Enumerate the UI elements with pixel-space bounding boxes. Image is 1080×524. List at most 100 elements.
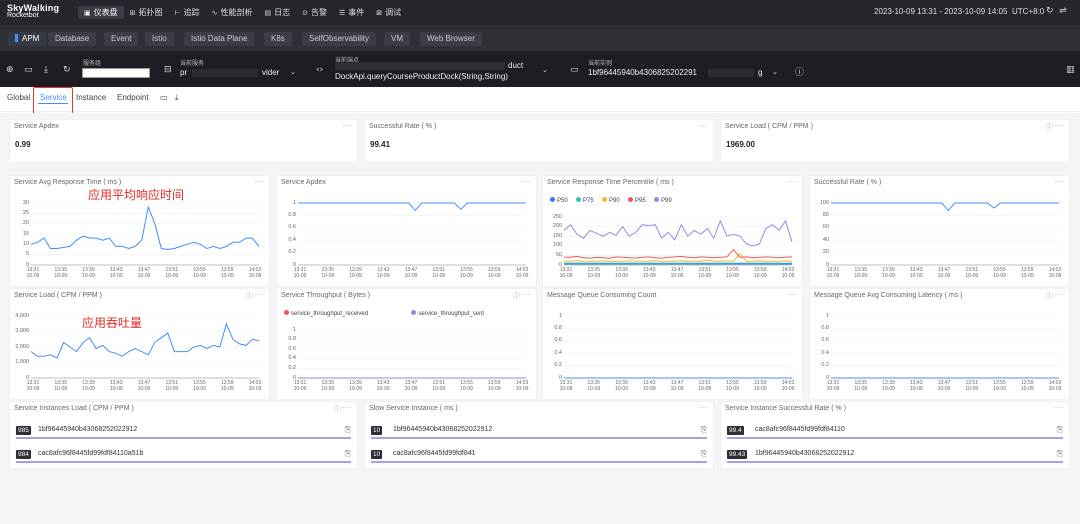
more-icon[interactable]: ··· [254, 290, 264, 299]
list-item[interactable]: 985 1bf96445940b43068252022912 ⎘ [16, 424, 351, 442]
current-instance-value[interactable]: 1bf96445940b4306825202291 [588, 68, 698, 77]
more-icon[interactable]: ··· [254, 177, 264, 186]
chevron-down-icon[interactable]: ⌄ [290, 69, 296, 76]
nav-item[interactable]: ⊢ 追踪 [169, 6, 206, 19]
clipboard-icon[interactable]: ⎘ [1056, 449, 1063, 458]
chevron-down-icon[interactable]: ⌄ [772, 69, 778, 76]
layer-tab[interactable]: Event [104, 32, 139, 46]
list-item[interactable]: 984 cac8afc96f8445fd99fdf84110a51b ⎘ [16, 448, 351, 466]
legend-label: service_throughput_received [291, 311, 369, 317]
layer-tab[interactable]: Database [48, 32, 97, 46]
panel-toggle-icon[interactable]: ▥ [1066, 65, 1075, 75]
list-item[interactable]: 99.43 1bf96445940b43068252022912 ⎘ [727, 448, 1063, 466]
current-endpoint-line2[interactable]: DockApi.queryCourseProductDock(String,St… [335, 72, 508, 81]
current-instance-suffix[interactable]: g [758, 68, 763, 77]
more-icon[interactable]: ··· [698, 403, 708, 412]
legend-item[interactable]: P75 [576, 197, 594, 204]
legend-item[interactable]: P99 [654, 197, 672, 204]
refresh-icon[interactable]: ↻ [1046, 6, 1054, 16]
legend-dot [602, 197, 607, 202]
nav-item[interactable]: ⊞ 拓扑图 [124, 6, 169, 19]
tab-service[interactable]: Service [40, 93, 67, 102]
info-icon[interactable]: ⓘ [1046, 292, 1053, 300]
more-icon[interactable]: ··· [521, 290, 531, 299]
download-icon[interactable]: ⤓ [175, 93, 179, 102]
language-icon[interactable]: ⇌ [1059, 6, 1067, 16]
layer-tab[interactable]: Istio [145, 32, 174, 46]
value-badge: 99.43 [727, 450, 748, 459]
clipboard-icon[interactable]: ⎘ [344, 449, 351, 458]
y-tick-label: 1 [558, 312, 562, 319]
x-tick-label: 13:51 10-09 [165, 380, 179, 392]
current-endpoint-line1-suffix[interactable]: duct [508, 61, 524, 70]
more-icon[interactable]: ··· [521, 177, 531, 186]
more-icon[interactable]: ··· [1054, 403, 1064, 412]
chevron-down-icon[interactable]: ⌄ [542, 67, 548, 74]
layer-tab[interactable]: Istio Data Plane [184, 32, 255, 46]
value-bar [16, 437, 351, 439]
x-tick-label: 13:47 10-09 [670, 267, 684, 279]
clipboard-icon[interactable]: ⎘ [700, 425, 707, 434]
service-group-input[interactable] [82, 68, 150, 78]
more-icon[interactable]: ··· [698, 121, 708, 130]
timezone[interactable]: UTC+8:0 [1012, 7, 1045, 16]
refresh-icon[interactable]: ↻ [63, 65, 71, 75]
legend-item[interactable]: P50 [550, 197, 568, 204]
more-icon[interactable]: ··· [787, 290, 797, 299]
more-icon[interactable]: ··· [342, 121, 352, 130]
card-title: Message Queue Avg Consuming Latency ( ms… [814, 292, 963, 299]
card-title: Successful Rate ( % ) [369, 123, 437, 130]
download-icon[interactable]: ⤓ [44, 65, 48, 75]
x-tick-label: 13:43 10-09 [109, 380, 123, 392]
info-icon[interactable]: ⓘ [1046, 123, 1053, 131]
legend-item[interactable]: P95 [628, 197, 646, 204]
current-service-suffix[interactable]: vider [262, 68, 280, 77]
legend-item[interactable]: service_throughput_sent [411, 310, 484, 317]
tab-global[interactable]: Global [7, 93, 31, 102]
list-item[interactable]: 10 1bf96445940b43068252022912 ⎘ [371, 424, 707, 442]
tab-instance[interactable]: Instance [76, 93, 107, 102]
more-icon[interactable]: ··· [787, 177, 797, 186]
card-successful-rate: Successful Rate ( % ) ··· 99.41 [364, 119, 714, 163]
nav-item-label: 告警 [310, 8, 327, 17]
nav-item[interactable]: ⊙ 告警 [296, 6, 333, 19]
nav-item[interactable]: ⊠ 调试 [370, 6, 407, 19]
y-tick-label: 0 [25, 374, 29, 381]
more-icon[interactable]: ··· [1054, 177, 1064, 186]
more-icon[interactable]: ··· [1054, 290, 1064, 299]
clipboard-icon[interactable]: ⎘ [344, 425, 351, 434]
legend-item[interactable]: P90 [602, 197, 620, 204]
legend-item[interactable]: service_throughput_received [284, 310, 368, 317]
info-icon[interactable]: ⓘ [513, 292, 520, 300]
info-icon[interactable]: ⓘ [795, 68, 805, 78]
x-tick-label: 13:43 10-09 [642, 380, 656, 392]
layer-tab[interactable]: VM [384, 32, 410, 46]
folder-icon[interactable]: ▭ [160, 93, 168, 102]
list-item[interactable]: 10 cac8afc96f8445fd99fdf841 ⎘ [371, 448, 707, 466]
nav-item[interactable]: ▤ 日志 [258, 6, 296, 19]
y-tick-label: 1 [292, 199, 296, 206]
nav-item[interactable]: ▣ 仪表盘 [78, 6, 124, 19]
folder-icon[interactable]: ▭ [24, 65, 33, 75]
layer-tab[interactable]: APM [8, 32, 47, 46]
more-icon[interactable]: ··· [1054, 121, 1064, 130]
lock-icon[interactable]: ⊕ [6, 65, 14, 75]
layer-tab[interactable]: SelfObservability [302, 32, 377, 46]
nav-item[interactable]: ☰ 事件 [333, 6, 370, 19]
app-logo[interactable]: SkyWalking Rocketbot [7, 4, 59, 20]
layer-tab[interactable]: Web Browser [420, 32, 482, 46]
layer-tab[interactable]: K8s [264, 32, 292, 46]
list-item[interactable]: 99.4 cac8afc96f8445fd99fdf84110 ⎘ [727, 424, 1063, 442]
time-range[interactable]: 2023-10-09 13:31 - 2023-10-09 14:05 [874, 7, 1008, 16]
current-service-prefix[interactable]: pr [180, 68, 188, 77]
clipboard-icon[interactable]: ⎘ [1056, 425, 1063, 434]
nav-item[interactable]: ∿ 性能剖析 [206, 6, 259, 19]
info-icon[interactable]: ⓘ [334, 405, 341, 413]
clipboard-icon[interactable]: ⎘ [700, 449, 707, 458]
more-icon[interactable]: ··· [342, 403, 352, 412]
info-icon[interactable]: ⓘ [246, 292, 253, 300]
tab-endpoint[interactable]: Endpoint [117, 93, 149, 102]
x-tick-label: 13:31 10-09 [559, 380, 573, 392]
log-icon: ▤ [264, 9, 272, 17]
